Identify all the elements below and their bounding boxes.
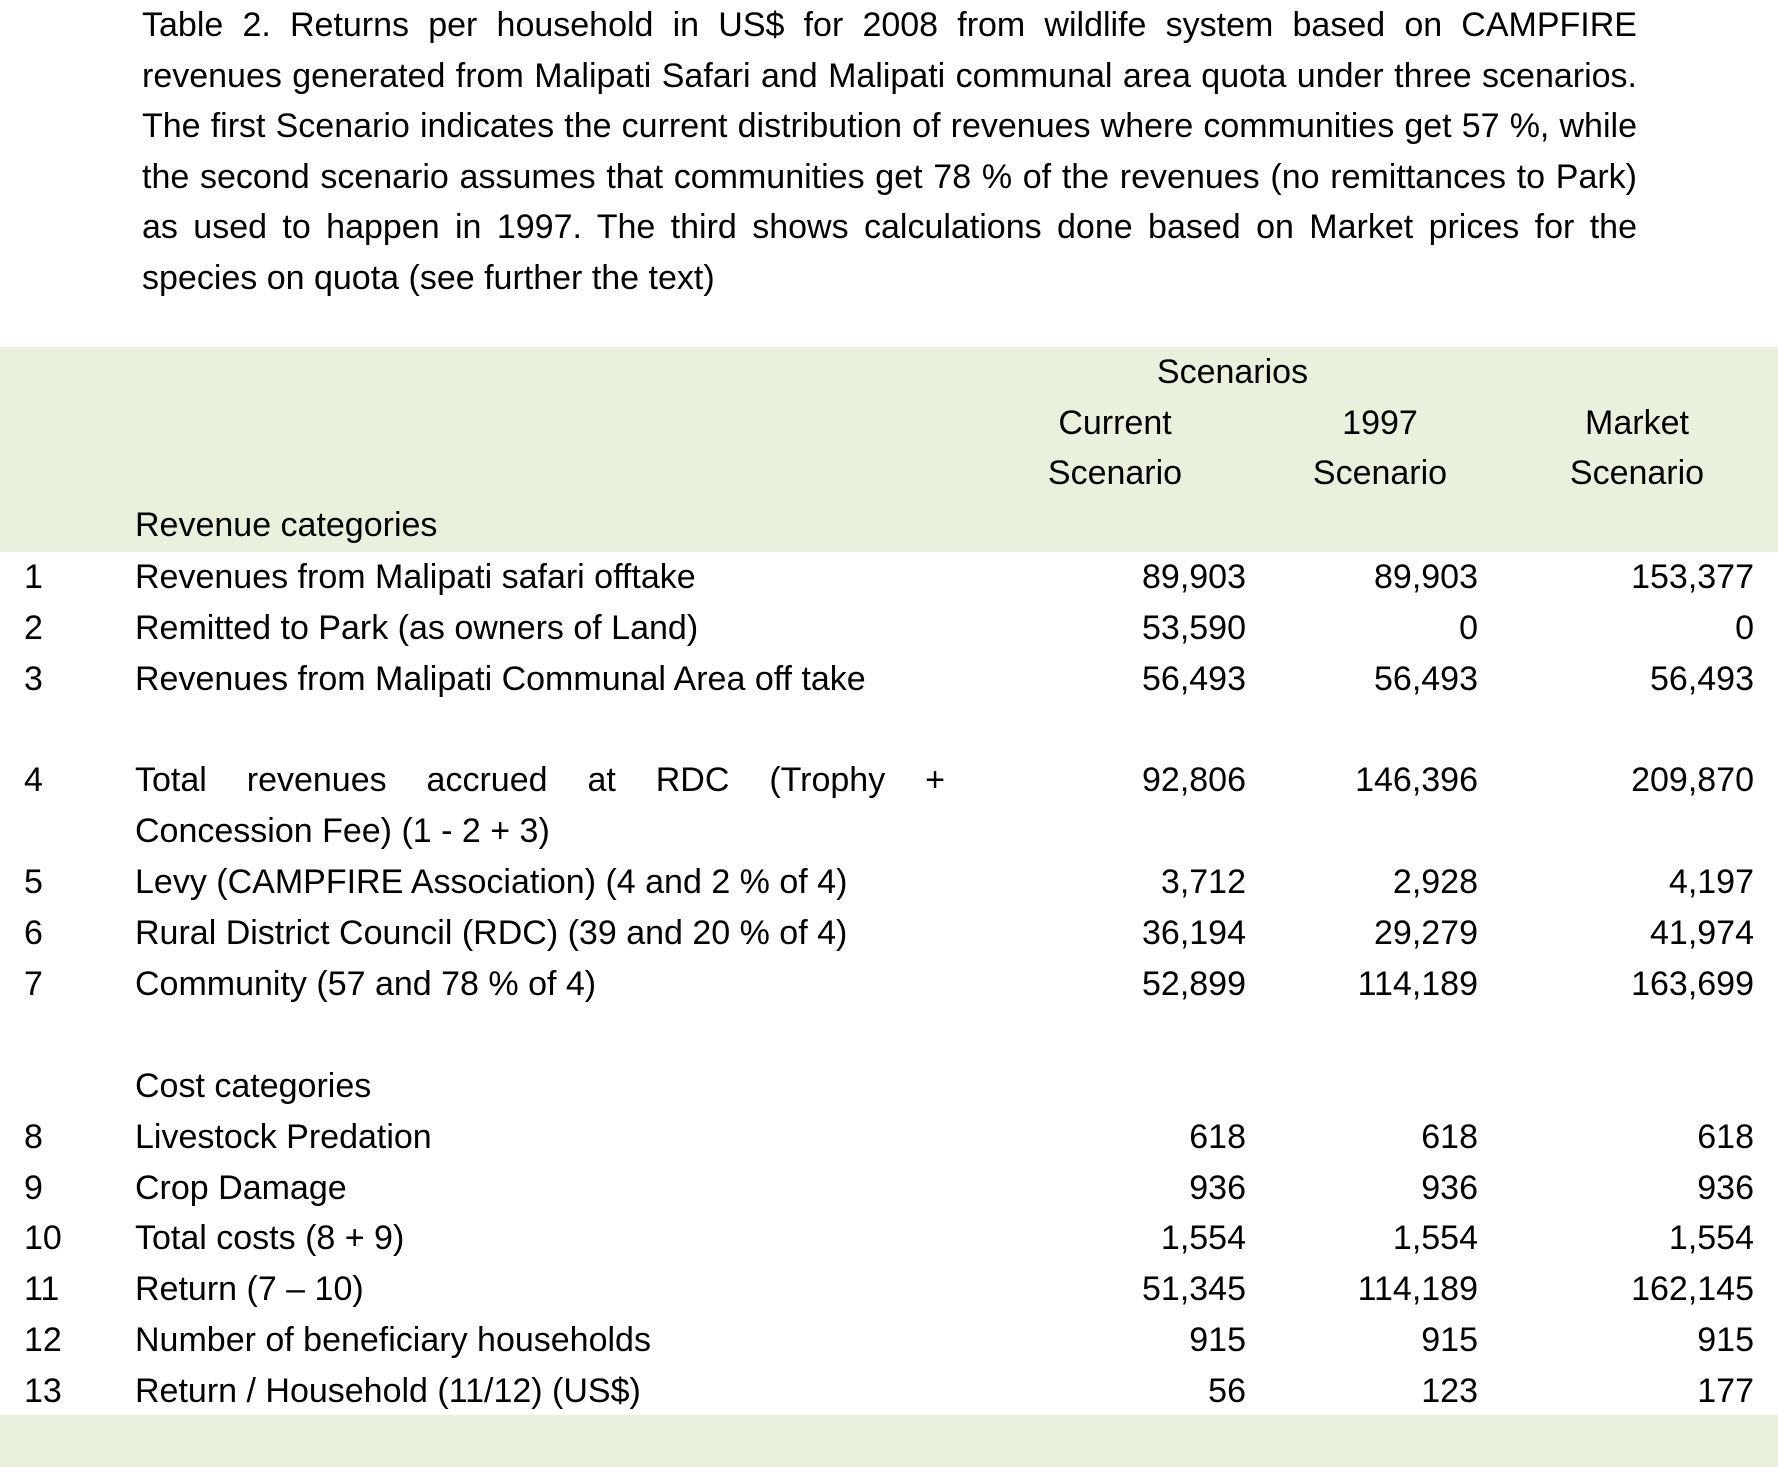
row-number: 5: [24, 863, 43, 901]
row-number: 3: [24, 660, 43, 698]
row-label: Rural District Council (RDC) (39 and 20 …: [135, 914, 848, 952]
col-current-line1: Current: [1058, 404, 1172, 442]
row-number: 10: [24, 1219, 62, 1257]
value-market: 56,493: [1650, 660, 1754, 698]
row-number: 4: [24, 761, 43, 799]
table-caption: Table 2. Returns per household in US$ fo…: [142, 6, 1637, 297]
col-current-line2: Scenario: [1047, 454, 1183, 492]
row-number: 8: [24, 1118, 43, 1156]
cost-categories-heading: Cost categories: [135, 1067, 372, 1105]
col-market-line1: Market: [1585, 404, 1689, 442]
value-current: 3,712: [1160, 863, 1246, 901]
row-number: 13: [24, 1372, 62, 1410]
value-current: 936: [1189, 1169, 1246, 1207]
value-current: 56: [1208, 1372, 1246, 1410]
row-label: Crop Damage: [135, 1169, 347, 1207]
value-market: 1,554: [1668, 1219, 1754, 1257]
value-current: 1,554: [1160, 1219, 1246, 1257]
row-number: 7: [24, 965, 43, 1003]
value-1997: 1,554: [1392, 1219, 1478, 1257]
value-current: 52,899: [1142, 965, 1246, 1003]
value-market: 618: [1697, 1118, 1754, 1156]
row-number: 6: [24, 914, 43, 952]
value-current: 36,194: [1142, 914, 1246, 952]
revenue-categories-heading: Revenue categories: [135, 506, 438, 544]
value-current: 56,493: [1142, 660, 1246, 698]
value-market: 209,870: [1631, 761, 1754, 799]
value-market: 0: [1735, 609, 1754, 647]
value-market: 153,377: [1631, 558, 1754, 596]
value-1997: 146,396: [1355, 761, 1478, 799]
value-current: 618: [1189, 1118, 1246, 1156]
row-label: Total revenues accrued at RDC (Trophy + …: [135, 761, 945, 850]
row-number: 12: [24, 1321, 62, 1359]
value-1997: 29,279: [1374, 914, 1478, 952]
scenarios-group-header: Scenarios: [1156, 353, 1309, 391]
value-1997: 936: [1421, 1169, 1478, 1207]
row-label: Remitted to Park (as owners of Land): [135, 609, 699, 647]
value-market: 177: [1697, 1372, 1754, 1410]
value-market: 41,974: [1650, 914, 1754, 952]
value-1997: 2,928: [1392, 863, 1478, 901]
value-1997: 915: [1421, 1321, 1478, 1359]
value-1997: 618: [1421, 1118, 1478, 1156]
table-footer-band: [0, 1415, 1778, 1467]
col-1997-line2: Scenario: [1312, 454, 1448, 492]
row-label: Community (57 and 78 % of 4): [135, 965, 597, 1003]
value-1997: 114,189: [1357, 965, 1478, 1003]
row-label: Number of beneficiary households: [135, 1321, 651, 1359]
value-1997: 89,903: [1374, 558, 1478, 596]
col-1997-line1: 1997: [1342, 404, 1418, 442]
row-label: Levy (CAMPFIRE Association) (4 and 2 % o…: [135, 863, 848, 901]
row-label: Livestock Predation: [135, 1118, 432, 1156]
value-1997: 123: [1421, 1372, 1478, 1410]
row-number: 11: [24, 1270, 60, 1308]
value-market: 4,197: [1668, 863, 1754, 901]
value-market: 936: [1697, 1169, 1754, 1207]
value-current: 51,345: [1142, 1270, 1246, 1308]
value-current: 92,806: [1142, 761, 1246, 799]
row-label: Revenues from Malipati safari offtake: [135, 558, 696, 596]
value-current: 53,590: [1142, 609, 1246, 647]
value-market: 162,145: [1631, 1270, 1754, 1308]
row-label: Return (7 – 10): [135, 1270, 364, 1308]
row-number: 2: [24, 609, 43, 647]
value-1997: 114,189: [1357, 1270, 1478, 1308]
value-market: 915: [1697, 1321, 1754, 1359]
col-market-line2: Scenario: [1569, 454, 1705, 492]
row-number: 1: [24, 558, 43, 596]
value-current: 89,903: [1142, 558, 1246, 596]
row-number: 9: [24, 1169, 43, 1207]
table-header-band: [0, 347, 1778, 552]
value-1997: 56,493: [1374, 660, 1478, 698]
row-label: Total costs (8 + 9): [135, 1219, 405, 1257]
value-market: 163,699: [1631, 965, 1754, 1003]
value-current: 915: [1189, 1321, 1246, 1359]
row-label: Revenues from Malipati Communal Area off…: [135, 660, 866, 698]
row-label: Return / Household (11/12) (US$): [135, 1372, 641, 1410]
value-1997: 0: [1459, 609, 1478, 647]
